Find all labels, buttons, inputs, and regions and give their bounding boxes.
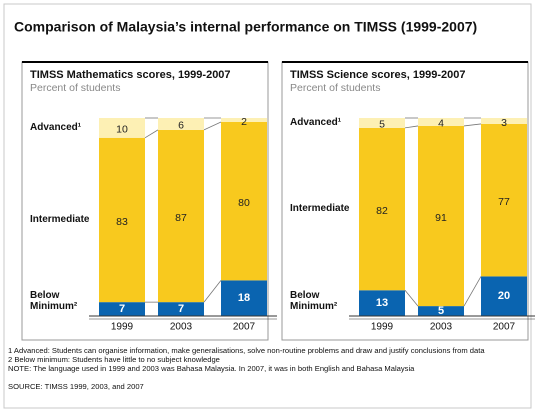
value-label: 18 — [238, 292, 250, 304]
bar-segment — [418, 118, 464, 126]
bar-segment — [221, 121, 267, 281]
value-label: 5 — [379, 119, 385, 131]
connector — [404, 125, 419, 129]
bar-segment — [99, 137, 145, 303]
frame — [3, 3, 532, 409]
bar-segment — [99, 302, 145, 316]
bar-segment — [481, 123, 527, 277]
bar-segment — [99, 118, 145, 138]
footnote: 1 Advanced: Students can organise inform… — [8, 346, 485, 355]
connector — [404, 290, 419, 307]
bar-segment — [158, 129, 204, 303]
value-label: 7 — [119, 303, 125, 315]
series-label: Intermediate — [30, 213, 90, 225]
connector — [463, 276, 482, 307]
value-label: 10 — [116, 124, 128, 136]
panel-subtitle: Percent of students — [290, 82, 380, 94]
value-label: 87 — [175, 212, 187, 224]
connector — [463, 123, 482, 127]
bar-segment — [418, 306, 464, 316]
value-label: 7 — [178, 303, 184, 315]
bar-segment — [158, 302, 204, 316]
x-tick-label: 2007 — [493, 322, 516, 333]
series-label: Below Minimum² — [290, 290, 338, 312]
source: SOURCE: TIMSS 1999, 2003, and 2007 — [8, 382, 144, 391]
series-label: Advanced¹ — [30, 121, 82, 133]
connector — [144, 129, 159, 139]
value-label: 6 — [178, 120, 184, 132]
value-label: 20 — [498, 290, 510, 302]
value-label: 13 — [376, 297, 388, 309]
page-title: Comparison of Malaysia’s internal perfor… — [14, 19, 477, 35]
value-label: 3 — [501, 117, 507, 129]
connector — [203, 280, 222, 303]
value-label: 4 — [438, 118, 444, 130]
bar-segment — [359, 127, 405, 291]
x-tick-label: 1999 — [371, 322, 394, 333]
series-label: Advanced¹ — [290, 116, 342, 128]
x-tick-label: 2003 — [170, 322, 193, 333]
bar-segment — [418, 125, 464, 307]
x-tick-label: 2003 — [430, 322, 453, 333]
connector — [203, 121, 222, 131]
bar-segment — [359, 118, 405, 128]
panel-title: TIMSS Mathematics scores, 1999-2007 — [30, 69, 231, 81]
x-tick-label: 1999 — [111, 322, 134, 333]
bar-segment — [481, 118, 527, 124]
bar-segment — [158, 118, 204, 130]
value-label: 77 — [498, 196, 510, 208]
value-label: 5 — [438, 305, 444, 317]
bar-segment — [359, 290, 405, 316]
value-label: 91 — [435, 212, 447, 224]
bar-segment — [221, 280, 267, 316]
value-label: 83 — [116, 216, 128, 228]
panel-title: TIMSS Science scores, 1999-2007 — [290, 69, 466, 81]
footnote: 2 Below minimum: Students have little to… — [8, 355, 220, 364]
footnote: NOTE: The language used in 1999 and 2003… — [8, 364, 415, 373]
x-tick-label: 2007 — [233, 322, 256, 333]
series-label: Below Minimum² — [30, 290, 78, 312]
panel-subtitle: Percent of students — [30, 82, 120, 94]
value-label: 80 — [238, 197, 250, 209]
series-label: Intermediate — [290, 203, 350, 215]
value-label: 2 — [241, 116, 247, 128]
bar-segment — [481, 276, 527, 316]
bar-segment — [221, 118, 267, 122]
footnotes: 1 Advanced: Students can organise inform… — [8, 346, 530, 391]
value-label: 82 — [376, 205, 388, 217]
